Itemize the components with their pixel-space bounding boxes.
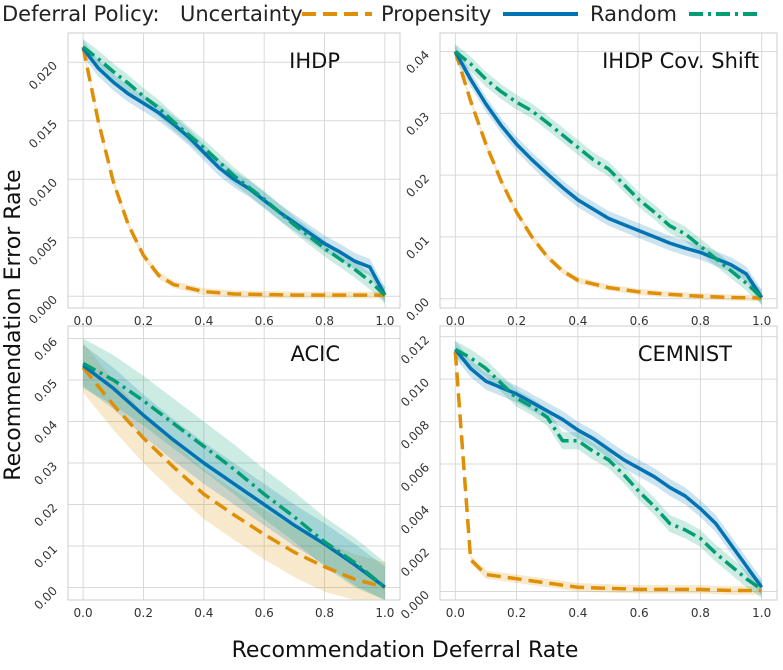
x-tick-label: 0.0 xyxy=(74,314,93,328)
y-tick-label: 0.015 xyxy=(26,117,60,151)
plot-area xyxy=(68,33,400,308)
y-tick-label: 0.06 xyxy=(31,335,60,364)
legend-label-uncertainty: Uncertainty xyxy=(180,2,303,26)
panel-title: IHDP xyxy=(289,49,340,73)
panel-cemnist: 0.0 0.2 0.4 0.6 0.8 1.0 0.000 0.002 0.004 0.006 0.… xyxy=(398,325,778,622)
x-tick-label: 1.0 xyxy=(375,314,394,328)
y-tick-label: 0.006 xyxy=(398,460,432,494)
y-tick-label: 0.008 xyxy=(398,418,432,452)
y-tick-label: 0.04 xyxy=(31,418,60,447)
series-line-propensity xyxy=(81,47,387,296)
y-tick-label: 0.000 xyxy=(398,588,432,622)
x-tick-label: 1.0 xyxy=(752,314,771,328)
series-line-random xyxy=(454,347,763,591)
series-line-random xyxy=(82,361,387,589)
band-propensity xyxy=(455,340,762,596)
x-tick-label: 0.8 xyxy=(315,314,334,328)
y-tick-label: 0.04 xyxy=(403,48,432,77)
band-propensity xyxy=(83,40,385,304)
series-line-uncertainty xyxy=(453,351,762,593)
panel-title: ACIC xyxy=(290,342,340,366)
series-line-propensity xyxy=(82,364,386,589)
band-random xyxy=(83,38,385,304)
legend-title: Deferral Policy: xyxy=(2,2,160,26)
x-tick-label: 0.2 xyxy=(134,606,153,620)
y-tick-label: 0.03 xyxy=(31,459,60,488)
plot-frame xyxy=(67,325,401,601)
y-tick-label: 0.004 xyxy=(398,503,432,537)
series-line-uncertainty xyxy=(453,51,762,300)
panel-ihdp: 0.0 0.2 0.4 0.6 0.8 1.0 0.000 0.005 0.010 0.015 0.… xyxy=(26,32,401,328)
panel-acic: 0.0 0.2 0.4 0.6 0.8 1.0 0.00 0.01 0.02 0.03 0.04 0.… xyxy=(31,325,401,620)
plot-area xyxy=(440,326,777,600)
y-tick-label: 0.012 xyxy=(398,333,432,367)
x-tick-label: 0.4 xyxy=(568,606,587,620)
x-axis-label: Recommendation Deferral Rate xyxy=(232,638,579,663)
y-tick-label: 0.00 xyxy=(403,295,432,324)
y-tick-label: 0.020 xyxy=(26,58,60,92)
y-tick-label: 0.01 xyxy=(403,233,432,262)
plot-frame xyxy=(439,325,778,601)
y-tick-label: 0.02 xyxy=(403,171,432,200)
plot-frame xyxy=(67,32,401,309)
x-tick-label: 0.0 xyxy=(74,606,93,620)
y-axis-label: Recommendation Error Rate xyxy=(1,169,26,480)
legend-label-random: Random xyxy=(590,2,677,26)
x-tick-label: 0.4 xyxy=(194,606,213,620)
x-tick-label: 0.6 xyxy=(255,314,274,328)
x-tick-label: 0.4 xyxy=(568,314,587,328)
x-tick-label: 1.0 xyxy=(752,606,771,620)
x-tick-label: 0.8 xyxy=(691,606,710,620)
legend-label-propensity: Propensity xyxy=(381,2,491,26)
panel-title: CEMNIST xyxy=(638,342,732,366)
y-tick-label: 0.002 xyxy=(398,545,432,579)
x-tick-label: 0.2 xyxy=(507,314,526,328)
y-tick-label: 0.010 xyxy=(26,175,60,209)
panels: 0.0 0.2 0.4 0.6 0.8 1.0 0.000 0.005 0.010 0.015 0.… xyxy=(26,32,778,622)
x-tick-label: 1.0 xyxy=(375,606,394,620)
x-tick-label: 0.0 xyxy=(446,314,465,328)
x-tick-label: 0.6 xyxy=(255,606,274,620)
legend: Deferral Policy: Uncertainty Propensity Ran… xyxy=(2,2,760,26)
y-tick-label: 0.010 xyxy=(398,375,432,409)
y-tick-label: 0.000 xyxy=(26,293,60,327)
x-tick-label: 0.6 xyxy=(630,606,649,620)
series-line-uncertainty xyxy=(81,366,386,589)
x-tick-label: 0.0 xyxy=(446,606,465,620)
x-tick-label: 0.8 xyxy=(691,314,710,328)
y-tick-label: 0.00 xyxy=(31,584,60,613)
x-tick-label: 0.4 xyxy=(194,314,213,328)
x-tick-label: 0.6 xyxy=(630,314,649,328)
series-line-random xyxy=(82,45,387,297)
y-tick-label: 0.02 xyxy=(31,501,60,530)
band-random xyxy=(455,44,762,305)
panel-ihdp-cov-shift: 0.0 0.2 0.4 0.6 0.8 1.0 0.00 0.01 0.02 0.03 0.04 IH… xyxy=(403,32,778,328)
panel-title: IHDP Cov. Shift xyxy=(602,49,759,73)
band-random xyxy=(455,340,762,598)
y-tick-label: 0.05 xyxy=(31,376,60,405)
x-tick-label: 0.2 xyxy=(507,606,526,620)
series-line-uncertainty xyxy=(81,46,385,297)
y-tick-label: 0.01 xyxy=(31,542,60,571)
y-tick-label: 0.005 xyxy=(26,234,60,268)
series-line-random xyxy=(454,50,763,299)
y-tick-label: 0.03 xyxy=(403,110,432,139)
x-tick-label: 0.8 xyxy=(315,606,334,620)
x-tick-label: 0.2 xyxy=(134,314,153,328)
plot-frame xyxy=(439,32,778,309)
